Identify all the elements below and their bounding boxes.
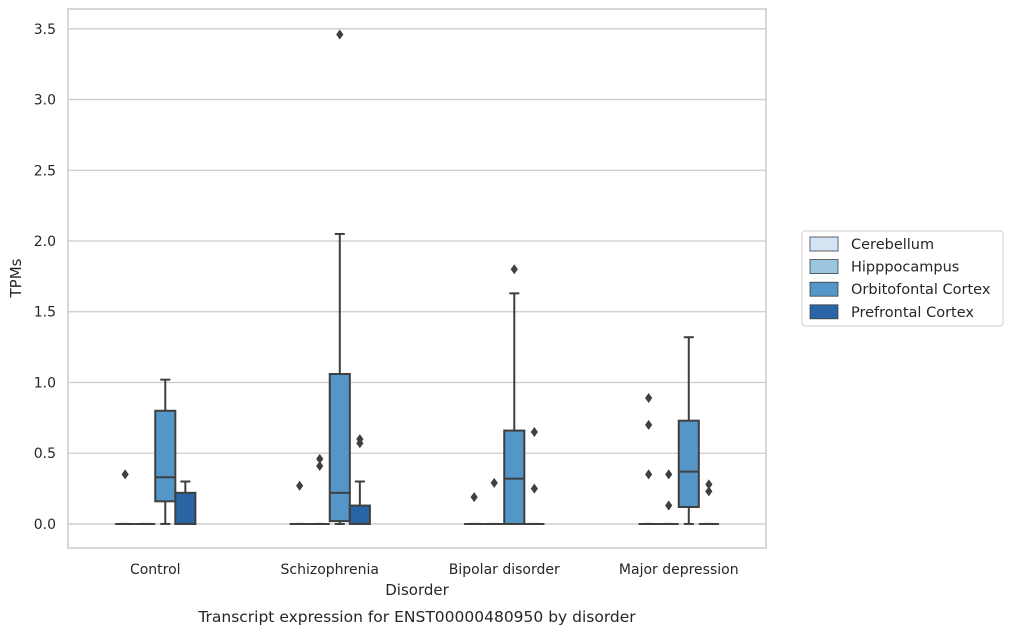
outlier-point: [470, 492, 478, 503]
outlier-point: [336, 29, 344, 40]
chart-caption: Transcript expression for ENST0000048095…: [197, 608, 636, 626]
box-1-2: [484, 477, 505, 525]
box-1-1: [309, 453, 330, 525]
box-3-0: [174, 480, 197, 525]
box-3-2: [524, 426, 545, 525]
outlier-point: [530, 483, 538, 494]
box-body: [503, 429, 526, 525]
box-2-0: [154, 378, 177, 525]
outlier-point: [665, 469, 673, 480]
x-tick-label: Bipolar disorder: [449, 562, 560, 578]
y-tick-label: 0.0: [34, 517, 56, 533]
box-3-1: [348, 434, 371, 525]
box-body: [154, 409, 177, 503]
legend-swatch: [809, 304, 839, 320]
legend-swatch: [809, 281, 839, 297]
y-tick-label: 1.5: [34, 305, 56, 321]
legend-frame: [801, 230, 1004, 327]
outlier-point: [316, 453, 324, 464]
box-body: [348, 504, 371, 525]
y-axis-label: TPMs: [7, 258, 25, 298]
box-2-2: [503, 264, 526, 525]
legend: Cerebellum Hipppocampus Orbitofontal Corte…: [801, 230, 1004, 327]
x-tick-labels: Control Schizophrenia Bipolar disorder Majo…: [130, 562, 739, 578]
y-tick-label: 2.0: [34, 234, 56, 250]
box-2-3: [677, 336, 700, 525]
x-tick-label: Control: [130, 562, 181, 578]
outlier-point: [356, 434, 364, 445]
y-tick-label: 0.5: [34, 446, 56, 462]
legend-label: Prefrontal Cortex: [851, 305, 974, 321]
box-0-2: [464, 492, 485, 525]
legend-swatch: [809, 236, 839, 252]
y-tick-label: 3.0: [34, 93, 56, 109]
outlier-point: [705, 479, 713, 490]
outlier-point: [490, 477, 498, 488]
plot-area: [67, 8, 767, 549]
box-body: [677, 419, 700, 508]
outlier-point: [121, 469, 129, 480]
legend-label: Hipppocampus: [851, 260, 959, 276]
box-1-3: [658, 469, 679, 525]
outlier-point: [705, 486, 713, 497]
y-tick-label: 3.5: [34, 22, 56, 38]
box-3-3: [698, 479, 719, 525]
outlier-point: [530, 426, 538, 437]
x-tick-label: Schizophrenia: [281, 562, 379, 578]
outlier-point: [296, 480, 304, 491]
box-0-3: [638, 393, 659, 525]
outlier-point: [645, 393, 653, 404]
outlier-point: [645, 469, 653, 480]
box-2-1: [328, 29, 351, 525]
x-axis-label: Disorder: [385, 581, 449, 599]
x-tick-label: Major depression: [619, 562, 739, 578]
box-body: [328, 372, 351, 523]
y-tick-labels: 0.0 0.5 1.0 1.5 2.0 2.5 3.0 3.5: [34, 22, 56, 533]
legend-label: Orbitofontal Cortex: [851, 282, 991, 298]
legend-label: Cerebellum: [851, 237, 934, 253]
y-tick-label: 2.5: [34, 163, 56, 179]
outlier-point: [645, 419, 653, 430]
box-0-1: [289, 480, 310, 525]
y-tick-label: 1.0: [34, 375, 56, 391]
box-body: [174, 491, 197, 525]
legend-swatch: [809, 259, 839, 275]
box-plots: [115, 29, 719, 525]
box-0-0: [115, 469, 136, 525]
outlier-point: [665, 500, 673, 511]
outlier-point: [316, 460, 324, 471]
outlier-point: [510, 264, 518, 275]
